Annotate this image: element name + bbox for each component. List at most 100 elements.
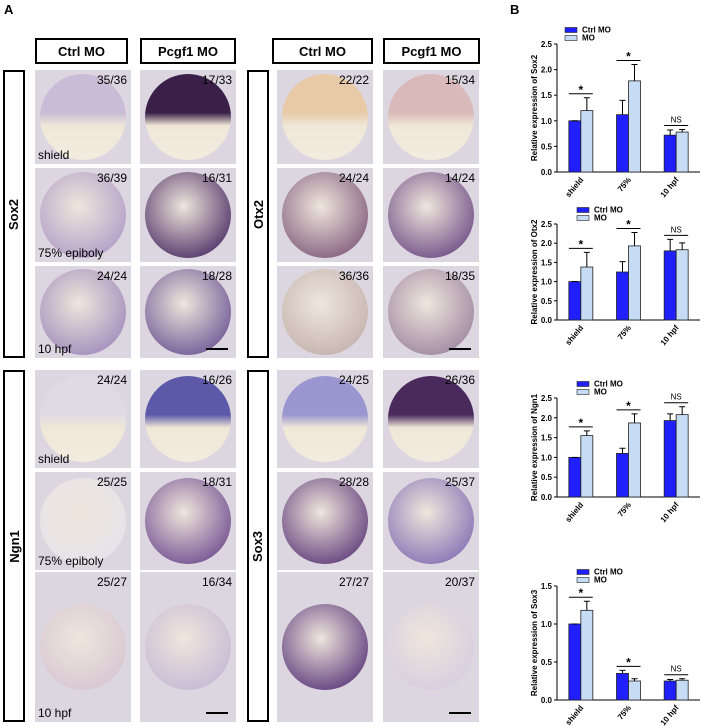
x-tick-label: 75%: [616, 176, 633, 194]
column-header: Pcgf1 MO: [383, 38, 480, 64]
embryo: [145, 376, 231, 462]
gene-label: Sox3: [250, 530, 266, 562]
embryo-image: 36/36: [277, 266, 373, 358]
significance-label: *: [578, 416, 583, 430]
x-tick-label: 10 hpf: [659, 703, 681, 726]
embryo: [40, 74, 126, 160]
embryo-image: 18/28: [140, 266, 236, 358]
error-bar: [619, 99, 626, 115]
embryo-count: 14/24: [444, 171, 475, 185]
embryo-image: 24/24 10 hpf: [35, 266, 131, 358]
legend-swatch: [564, 35, 578, 41]
significance-label: NS: [671, 665, 682, 674]
embryo-image: 20/37: [383, 572, 479, 722]
embryo: [40, 172, 126, 258]
column-header: Pcgf1 MO: [140, 38, 236, 64]
significance-label: NS: [671, 225, 682, 234]
bar: [628, 245, 641, 321]
embryo: [40, 269, 126, 355]
embryo: [282, 74, 368, 160]
error-bar: [583, 251, 590, 268]
embryo: [145, 172, 231, 258]
panel-label: A: [4, 2, 14, 17]
error-bar: [631, 63, 638, 81]
error-bar: [679, 129, 686, 133]
legend-label: Ctrl MO: [582, 26, 611, 35]
error-bar: [619, 261, 626, 272]
legend-swatch: [576, 577, 590, 583]
bar: [675, 679, 689, 701]
embryo-count: 22/22: [338, 73, 369, 87]
bar: [568, 281, 582, 321]
significance-label: *: [578, 237, 583, 251]
column-header: Ctrl MO: [35, 38, 128, 64]
embryo-image: 24/24 shield: [35, 370, 131, 468]
embryo: [388, 172, 474, 258]
column-header: Ctrl MO: [272, 38, 373, 64]
x-tick-label: 10 hpf: [659, 175, 681, 199]
error-bar: [667, 678, 674, 681]
embryo-count: 16/34: [201, 575, 232, 589]
embryo-count: 25/27: [96, 575, 127, 589]
embryo-count: 24/25: [338, 373, 369, 387]
bar: [628, 422, 641, 498]
embryo-image: 35/36 shield: [35, 70, 131, 164]
embryo-image: 15/34: [383, 70, 479, 164]
legend-swatch: [576, 381, 590, 387]
embryo: [145, 604, 231, 690]
embryo-count: 18/31: [201, 475, 232, 489]
y-tick-label: 0.5: [541, 658, 553, 667]
embryo: [282, 376, 368, 462]
gene-label: Sox2: [6, 198, 22, 230]
y-tick-label: 0.0: [541, 696, 553, 705]
stage-label: 10 hpf: [38, 706, 72, 720]
legend-label: MO: [594, 576, 607, 585]
gene-label: Otx2: [250, 199, 266, 229]
embryo: [145, 269, 231, 355]
y-axis-label: Relative expression of Sox3: [530, 589, 539, 696]
column-header-text: Ctrl MO: [58, 43, 105, 59]
embryo-image: 17/33: [140, 70, 236, 164]
stage-label: 75% epiboly: [38, 246, 104, 260]
bar: [616, 114, 629, 173]
column-header-text: Pcgf1 MO: [401, 43, 462, 59]
error-bar: [679, 678, 686, 681]
y-tick-label: 0.5: [541, 142, 553, 151]
y-tick-label: 0.0: [541, 168, 553, 177]
embryo: [388, 74, 474, 160]
bar: [580, 609, 594, 701]
error-bar: [679, 242, 686, 250]
embryo-image: 25/25 75% epiboly: [35, 472, 131, 570]
bar: [568, 456, 582, 498]
gene-label-box: Sox3: [247, 370, 269, 722]
significance-label: *: [626, 49, 631, 63]
y-axis-label: Relative expression of Sox2: [530, 54, 539, 161]
y-tick-label: 0.5: [541, 297, 553, 306]
error-bar: [583, 97, 590, 111]
y-tick-label: 1.0: [541, 117, 553, 126]
embryo-image: 27/27: [277, 572, 373, 722]
significance-label: *: [578, 83, 583, 97]
y-tick-label: 1.5: [541, 434, 553, 443]
bar: [580, 266, 594, 321]
embryo-count: 16/31: [201, 171, 232, 185]
y-axis-label: Relative expression of Ngn1: [530, 393, 539, 501]
embryo: [388, 604, 474, 690]
bar: [568, 120, 582, 173]
embryo-image: 26/36: [383, 370, 479, 468]
stage-label: 10 hpf: [38, 342, 72, 356]
embryo-image: 25/37: [383, 472, 479, 570]
legend-label: Ctrl MO: [594, 206, 623, 215]
bar: [616, 271, 629, 321]
embryo-count: 27/27: [338, 575, 369, 589]
x-tick-label: 10 hpf: [659, 323, 681, 347]
bar: [663, 134, 677, 173]
embryo: [282, 478, 368, 564]
y-tick-label: 2.0: [541, 66, 553, 75]
embryo-count: 36/39: [96, 171, 127, 185]
y-tick-label: 1.0: [541, 453, 553, 462]
bar: [580, 110, 594, 173]
significance-label: NS: [671, 393, 682, 402]
embryo-image: 36/39 75% epiboly: [35, 168, 131, 262]
